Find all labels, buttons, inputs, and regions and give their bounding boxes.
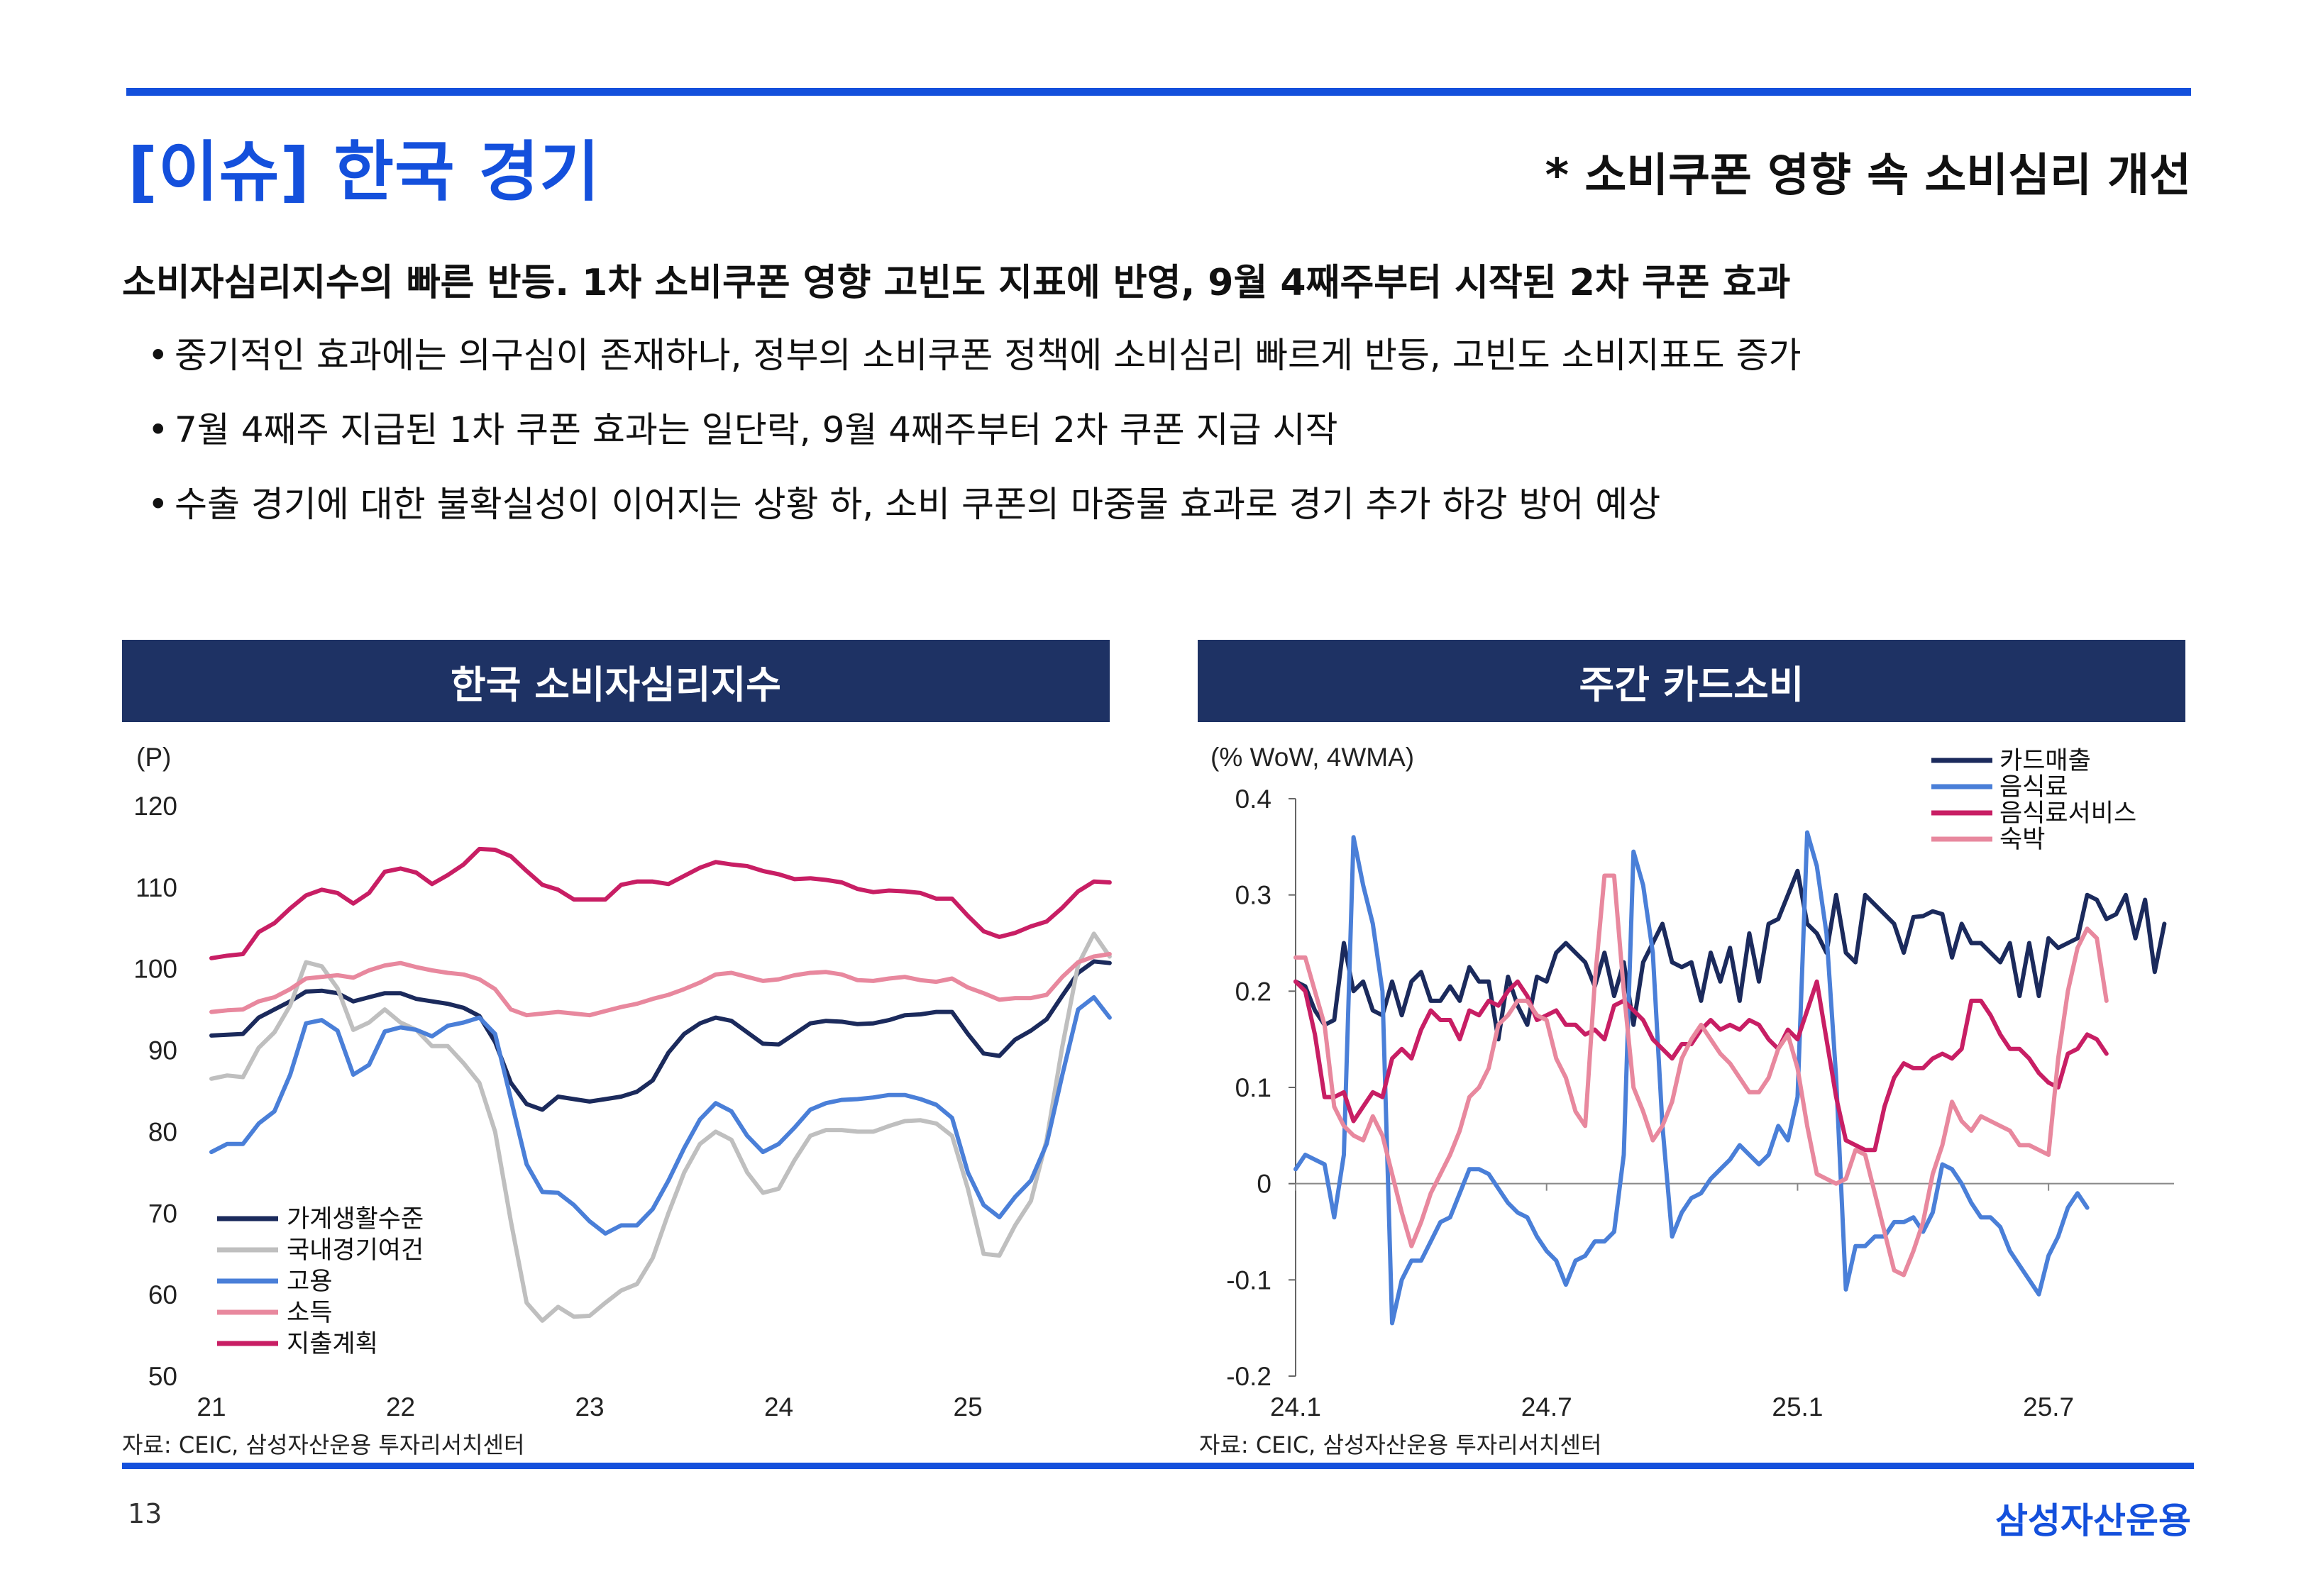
- bullet-text: 7월 4째주 지급된 1차 쿠폰 효과는 일단락, 9월 4째주부터 2차 쿠폰…: [175, 409, 1338, 450]
- bullet-item: • 중기적인 효과에는 의구심이 존재하나, 정부의 소비쿠폰 정책에 소비심리 …: [148, 328, 1802, 402]
- y-tick-label: 50: [148, 1362, 177, 1391]
- legend-label: 카드매출: [1999, 747, 2091, 775]
- y-axis-unit-label: (% WoW, 4WMA): [1210, 743, 1414, 772]
- bullet-item: • 수출 경기에 대한 불확실성이 이어지는 상황 하, 소비 쿠폰의 마중물 효…: [148, 477, 1802, 551]
- y-tick-label: 60: [148, 1280, 177, 1309]
- y-tick-label: 100: [133, 955, 177, 984]
- series-line: [1293, 830, 2090, 1326]
- y-tick-label: 90: [148, 1036, 177, 1065]
- y-tick-label: 80: [148, 1117, 177, 1146]
- series-line: [209, 994, 1112, 1236]
- bullet-text: 수출 경기에 대한 불확실성이 이어지는 상황 하, 소비 쿠폰의 마중물 효과…: [175, 484, 1661, 525]
- bottom-accent-bar: [122, 1463, 2194, 1469]
- y-tick-label: 120: [133, 792, 177, 821]
- x-tick-label: 25: [954, 1392, 983, 1422]
- legend-label: 음식료: [1999, 773, 2068, 801]
- series-line: [1293, 868, 2167, 1042]
- y-tick-label: -0.2: [1226, 1362, 1271, 1391]
- legend-label: 음식료서비스: [1999, 799, 2136, 827]
- chart-2: (% WoW, 4WMA) -0.2 -0.1 0 0.1 0.2 0.3 0.4 24.1 24…: [1210, 743, 2174, 1422]
- x-tick-label: 25.7: [2023, 1392, 2074, 1422]
- y-tick-label: 70: [148, 1199, 177, 1228]
- brand-logo-text: 삼성자산운용: [1995, 1500, 2191, 1541]
- left-panel-title: 한국 소비자심리지수: [122, 640, 1110, 722]
- legend-label: 지출계획: [287, 1330, 378, 1358]
- legend-label: 국내경기여건: [287, 1236, 424, 1264]
- bullet-dot: •: [148, 409, 169, 450]
- y-tick-label: 0.1: [1235, 1073, 1271, 1102]
- y-tick-label: 0: [1257, 1170, 1271, 1199]
- legend-label: 소득: [287, 1299, 332, 1326]
- bullet-dot: •: [148, 335, 169, 376]
- series-line: [209, 952, 1112, 1018]
- series-line: [209, 931, 1112, 1323]
- summary-headline: 소비자심리지수의 빠른 반등. 1차 소비쿠폰 영향 고빈도 지표에 반영, 9…: [122, 262, 1791, 304]
- right-panel-title: 주간 카드소비: [1198, 640, 2185, 722]
- series-line: [209, 959, 1112, 1112]
- top-accent-bar: [126, 88, 2191, 96]
- legend-label: 숙박: [1999, 826, 2045, 853]
- bullet-list: • 중기적인 효과에는 의구심이 존재하나, 정부의 소비쿠폰 정책에 소비심리 …: [148, 328, 1802, 551]
- x-tick-label: 24.1: [1270, 1392, 1321, 1422]
- y-tick-label: 0.4: [1235, 785, 1271, 814]
- page-title: [이슈] 한국 경기: [128, 134, 600, 210]
- left-source-note: 자료: CEIC, 삼성자산운용 투자리서치센터: [122, 1431, 525, 1458]
- page-subtitle: * 소비쿠폰 영향 속 소비심리 개선: [1545, 150, 2191, 202]
- y-axis-unit-label: (P): [136, 743, 171, 772]
- series-line: [1293, 979, 2109, 1153]
- right-source-note: 자료: CEIC, 삼성자산운용 투자리서치센터: [1199, 1431, 1602, 1458]
- legend-label: 가계생활수준: [287, 1205, 424, 1233]
- page-number: 13: [128, 1498, 162, 1529]
- series-line: [1293, 873, 2109, 1278]
- y-tick-label: 0.2: [1235, 977, 1271, 1006]
- y-tick-label: 110: [136, 873, 177, 902]
- bullet-item: • 7월 4째주 지급된 1차 쿠폰 효과는 일단락, 9월 4째주부터 2차 쿠…: [148, 402, 1802, 477]
- chart-1: (P) 50 60 70 80 90 100 110 120 21 22 23 24 25 가계생활수준국내…: [133, 743, 1112, 1422]
- x-tick-label: 22: [386, 1392, 415, 1422]
- y-tick-label: 0.3: [1235, 881, 1271, 910]
- bullet-text: 중기적인 효과에는 의구심이 존재하나, 정부의 소비쿠폰 정책에 소비심리 빠…: [175, 335, 1802, 376]
- legend-label: 고용: [287, 1268, 332, 1295]
- x-tick-label: 21: [197, 1392, 226, 1422]
- x-tick-label: 23: [575, 1392, 604, 1422]
- x-tick-label: 25.1: [1772, 1392, 1823, 1422]
- x-tick-label: 24.7: [1521, 1392, 1572, 1422]
- series-line: [209, 846, 1112, 960]
- y-tick-label: -0.1: [1226, 1265, 1271, 1295]
- bullet-dot: •: [148, 484, 169, 525]
- x-tick-label: 24: [764, 1392, 793, 1422]
